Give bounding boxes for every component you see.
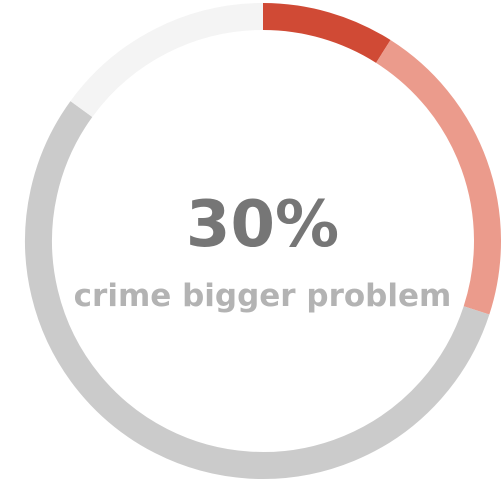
donut-segment-3 bbox=[25, 101, 490, 479]
chart-caption: crime bigger problem bbox=[73, 278, 452, 314]
percentage-value: 30% bbox=[185, 188, 340, 262]
donut-segment-2 bbox=[375, 40, 501, 315]
donut-segment-4 bbox=[70, 3, 264, 118]
donut-segment-1 bbox=[262, 3, 391, 63]
